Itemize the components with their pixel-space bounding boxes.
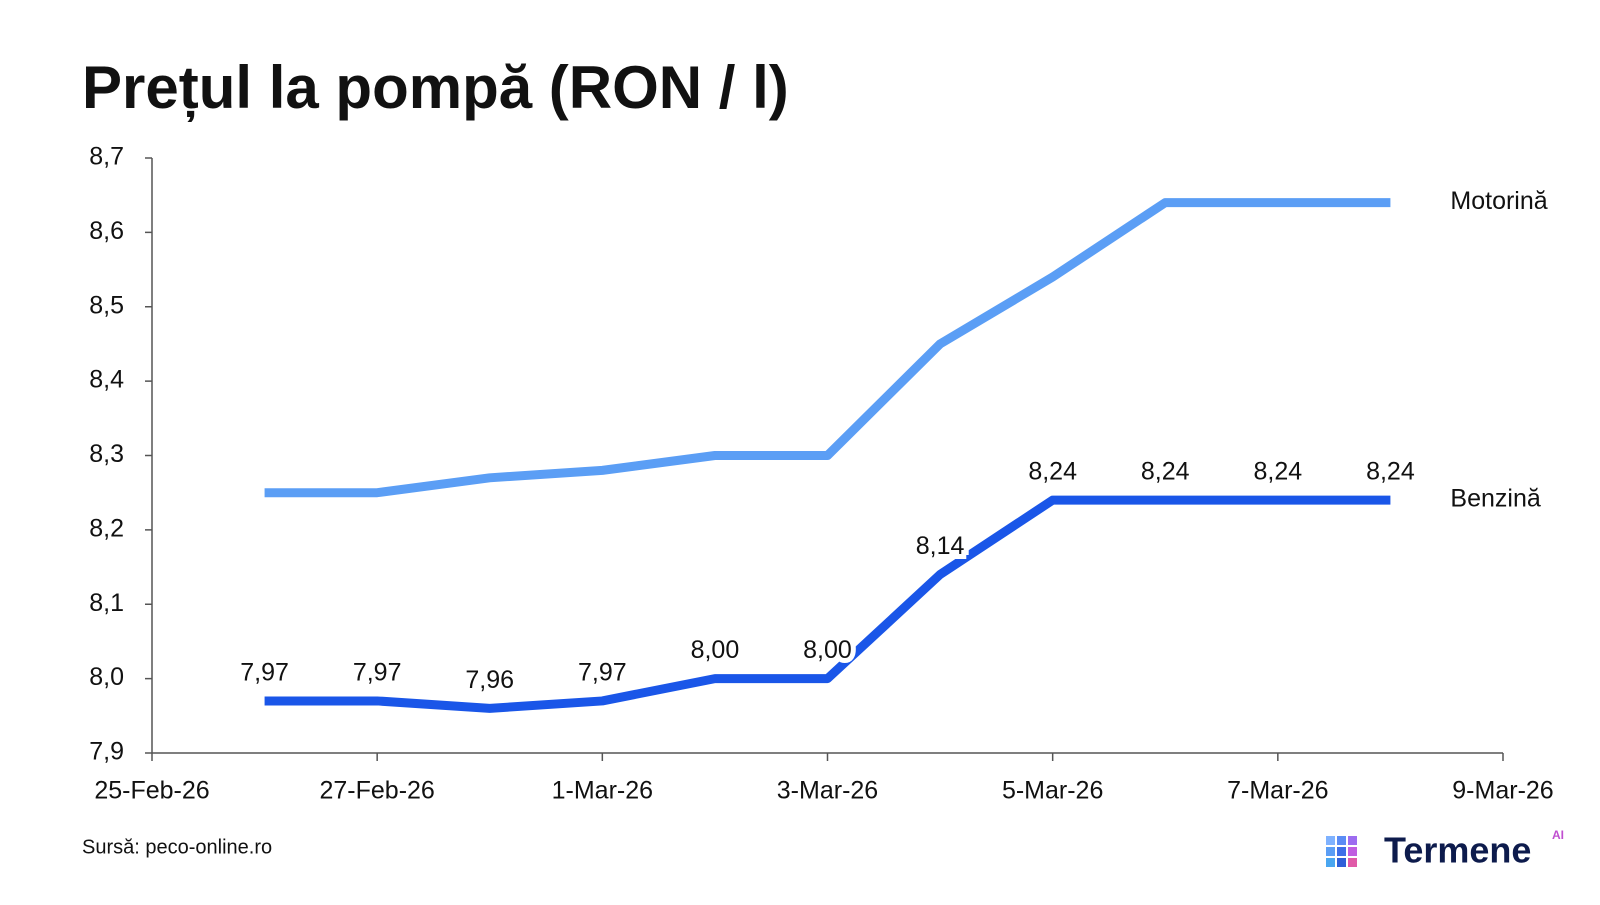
y-tick-label: 8,7 <box>89 143 124 171</box>
x-tick-label: 27-Feb-26 <box>319 777 434 805</box>
value-label: 7,97 <box>353 659 402 687</box>
source: Sursă: peco-online.ro <box>82 836 272 858</box>
logo-badge: AI <box>1552 828 1564 842</box>
value-label: 8,00 <box>691 636 740 664</box>
value-label: 8,00 <box>803 636 852 664</box>
y-tick-label: 8,1 <box>89 589 124 617</box>
value-label: 8,24 <box>1028 458 1077 486</box>
y-tick-label: 8,3 <box>89 440 124 468</box>
x-tick-label: 7-Mar-26 <box>1227 777 1328 805</box>
x-tick-label: 1-Mar-26 <box>552 777 653 805</box>
chart-title: Prețul la pompă (RON / l) <box>82 54 789 122</box>
series-label: Motorină <box>1450 187 1547 215</box>
x-tick-label: 5-Mar-26 <box>1002 777 1103 805</box>
x-tick-label: 25-Feb-26 <box>94 777 209 805</box>
series-line <box>264 495 1391 713</box>
y-tick-label: 8,6 <box>89 217 124 245</box>
value-label: 8,24 <box>1141 458 1190 486</box>
y-tick-label: 8,4 <box>89 366 124 394</box>
x-tick-label: 9-Mar-26 <box>1452 777 1553 805</box>
series-label: Benzină <box>1450 485 1540 513</box>
value-label: 8,14 <box>916 532 965 560</box>
logo-text: Termene <box>1384 830 1531 871</box>
value-label: 7,96 <box>465 666 514 694</box>
y-tick-label: 8,5 <box>89 291 124 319</box>
value-label: 8,24 <box>1253 458 1302 486</box>
y-tick-label: 8,2 <box>89 514 124 542</box>
x-tick-label: 3-Mar-26 <box>777 777 878 805</box>
y-tick-label: 7,9 <box>89 738 124 766</box>
value-label: 7,97 <box>240 659 289 687</box>
value-label: 8,24 <box>1366 458 1415 486</box>
series-line <box>264 198 1391 498</box>
logo-icon <box>1326 836 1357 867</box>
y-tick-label: 8,0 <box>89 663 124 691</box>
value-label: 7,97 <box>578 659 627 687</box>
